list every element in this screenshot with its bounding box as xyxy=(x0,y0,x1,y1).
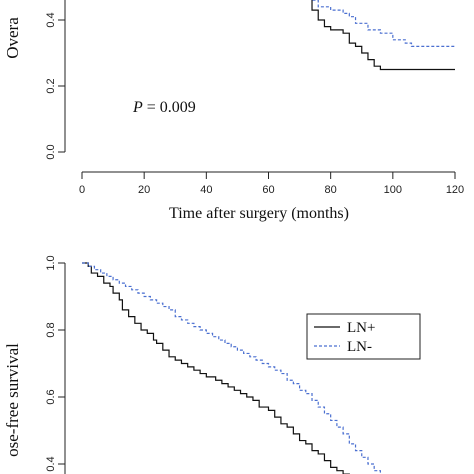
top-series-line-1 xyxy=(311,0,455,47)
top-x-tick-label-6: 120 xyxy=(446,184,464,196)
top-x-axis-label: Time after surgery (months) xyxy=(169,205,349,222)
top-x-tick-label-3: 60 xyxy=(262,184,274,196)
bottom-y-tick-label-0: 0.4 xyxy=(45,456,57,471)
top-x-tick-label-0: 0 xyxy=(79,184,85,196)
p-value-text: = 0.009 xyxy=(143,99,196,116)
top-x-ticks: 0 20 40 60 80 100 120 xyxy=(79,172,464,196)
p-value-annotation: P = 0.009 xyxy=(132,99,196,116)
top-x-tick-label-4: 80 xyxy=(325,184,337,196)
legend-entry-ln-plus: LN+ xyxy=(314,320,375,336)
legend-label-ln-plus: LN+ xyxy=(347,320,375,336)
legend: LN+ LN- xyxy=(306,313,421,360)
top-series-line-0 xyxy=(311,0,455,71)
top-x-tick-label-5: 100 xyxy=(384,184,402,196)
top-y-tick-label-1: 0.2 xyxy=(45,78,57,93)
bottom-panel: ose-free survival 0.4 0.6 0.8 1.0 LN+ xyxy=(3,255,421,474)
top-y-tick-label-2: 0.4 xyxy=(45,12,57,27)
bottom-y-tick-label-3: 1.0 xyxy=(45,255,57,270)
top-curves xyxy=(311,0,455,71)
legend-label-ln-minus: LN- xyxy=(347,339,372,355)
bottom-curves xyxy=(82,262,381,474)
top-x-tick-label-2: 40 xyxy=(200,184,212,196)
legend-entry-ln-minus: LN- xyxy=(314,339,372,355)
bottom-y-axis-label: ose-free survival xyxy=(3,343,22,457)
p-value-symbol: P xyxy=(132,99,143,116)
top-panel: Overa 0.0 0.2 0.4 0 20 40 60 80 100 120 Time a… xyxy=(3,0,464,222)
top-y-tick-2: 0.4 xyxy=(45,12,65,28)
bottom-y-tick-label-1: 0.6 xyxy=(45,389,57,404)
bottom-series-line-ln-minus xyxy=(82,262,381,474)
top-y-axis-label: Overa xyxy=(3,17,22,59)
bottom-y-tick-3: 1.0 xyxy=(45,255,65,271)
top-x-tick-label-1: 20 xyxy=(138,184,150,196)
bottom-y-tick-2: 0.8 xyxy=(45,322,65,338)
bottom-y-tick-0: 0.4 xyxy=(45,456,65,472)
bottom-y-tick-label-2: 0.8 xyxy=(45,322,57,337)
bottom-y-tick-1: 0.6 xyxy=(45,389,65,405)
top-y-tick-label-0: 0.0 xyxy=(45,144,57,159)
legend-box xyxy=(306,313,421,360)
top-y-tick-0: 0.0 xyxy=(45,144,65,160)
top-y-tick-1: 0.2 xyxy=(45,78,65,94)
bottom-series-line-ln-minusplus xyxy=(82,262,350,474)
